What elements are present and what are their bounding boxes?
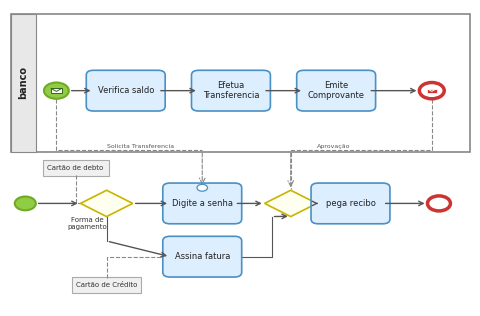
Polygon shape	[80, 190, 132, 216]
Text: Cartão de Crédito: Cartão de Crédito	[76, 282, 137, 288]
Text: Assina fatura: Assina fatura	[174, 252, 229, 261]
FancyBboxPatch shape	[296, 70, 375, 111]
Polygon shape	[264, 190, 316, 216]
FancyBboxPatch shape	[51, 88, 61, 93]
Circle shape	[197, 184, 207, 191]
Circle shape	[44, 82, 69, 99]
Text: Verifica saldo: Verifica saldo	[97, 86, 154, 95]
FancyBboxPatch shape	[86, 70, 165, 111]
Circle shape	[15, 197, 36, 210]
Circle shape	[419, 82, 444, 99]
Text: Emite
Comprovante: Emite Comprovante	[307, 81, 364, 100]
FancyBboxPatch shape	[162, 183, 241, 224]
FancyBboxPatch shape	[311, 183, 389, 224]
Circle shape	[427, 196, 449, 211]
Text: Aprovação: Aprovação	[316, 144, 350, 149]
Text: banco: banco	[18, 66, 28, 99]
Text: Cartão de debto: Cartão de debto	[48, 165, 103, 171]
FancyBboxPatch shape	[162, 236, 241, 277]
FancyBboxPatch shape	[191, 70, 270, 111]
FancyBboxPatch shape	[426, 88, 436, 93]
Text: Forma de
pagamento: Forma de pagamento	[68, 217, 107, 230]
FancyBboxPatch shape	[72, 277, 141, 293]
Text: Digite a senha: Digite a senha	[171, 199, 232, 208]
FancyBboxPatch shape	[11, 14, 469, 152]
Text: pega recibo: pega recibo	[325, 199, 375, 208]
Text: Solicita Transferencia: Solicita Transferencia	[107, 144, 173, 149]
FancyBboxPatch shape	[11, 14, 36, 152]
FancyBboxPatch shape	[42, 160, 108, 176]
Text: Efetua
Transferencia: Efetua Transferencia	[202, 81, 259, 100]
